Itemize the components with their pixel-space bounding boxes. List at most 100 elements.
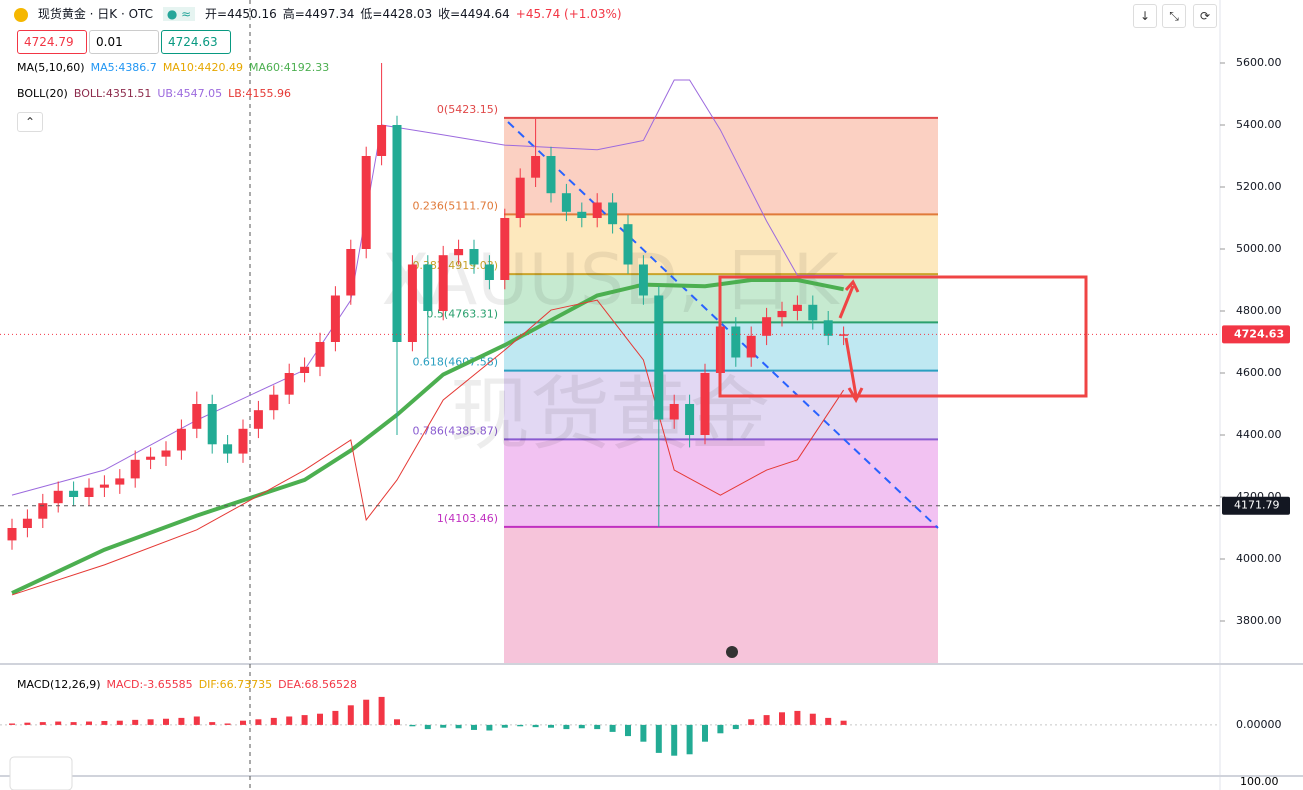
btn-collapse[interactable]: ⌃ [17,112,43,132]
macd-bar [147,719,154,725]
macd-bar [532,724,539,728]
candle-body [654,295,664,420]
btn-down[interactable]: ↓ [1133,4,1157,28]
candle-body [500,217,510,280]
fib-label: 0.236(5111.70) [412,199,498,212]
candle-body [546,155,556,194]
ohlc: 高=4497.34 [282,7,355,21]
macd-bar [655,724,662,753]
macd-bar [178,717,185,725]
candle-body [592,202,602,218]
macd-bar [794,710,801,725]
macd-bar [301,715,308,725]
candle-body [330,295,340,342]
candle-body [84,487,94,497]
label: BOLL:4351.51 [73,87,152,100]
candle-body [531,155,541,178]
candle-body [192,403,202,429]
candle-body [238,428,248,454]
indicator-line [11,277,844,595]
candle-body [161,450,171,457]
macd-bar [409,724,416,727]
indicator-line [11,299,845,596]
candle-body [53,490,63,504]
candle-body [561,193,571,212]
macd-bar [748,719,755,725]
fib-label: 0.786(4385.87) [412,424,498,437]
candle-body [253,410,263,429]
boll-legend: BOLL(20) BOLL:4351.51 UB:4547.05 LB:4155.96 [17,87,297,100]
event-marker[interactable] [726,646,738,658]
candle-body [361,155,371,249]
candle-body [377,124,387,156]
macd-bar [809,713,816,725]
macd-bar [486,724,493,731]
macd-bar [332,710,339,725]
candle-body [623,224,633,265]
candle-body [469,248,479,265]
macd-bar [363,699,370,725]
macd-bar [825,717,832,725]
trend-line [507,121,939,529]
candle-body [638,264,648,296]
candle-body [300,366,310,373]
label: MACD(12,26,9) [17,678,101,691]
label: MA10:4420.49 [162,61,244,74]
macd-bar [209,722,216,725]
macd-bar [347,705,354,725]
macd-bar [270,717,277,725]
quantity[interactable]: 0.01 [89,30,159,54]
y-tick-label: 3800.00 [1236,614,1282,627]
tool-panel[interactable] [9,756,73,790]
candle-body [284,372,294,395]
macd-bar [24,722,31,725]
y-tick-label: 5600.00 [1236,56,1282,69]
macd-bar [224,723,231,725]
macd-bar [578,724,585,729]
macd-bar [70,722,77,725]
crosshair-tag [1222,496,1290,515]
candle-body [207,403,217,445]
change: +45.74 (+1.03%) [515,7,622,21]
candle-body [423,264,433,311]
label: MACD:-3.65585 [106,678,193,691]
macd-bar [455,724,462,729]
fib-band [504,439,938,527]
macd-bar [55,721,62,725]
fib-band [504,117,938,215]
sell-price[interactable]: 4724.79 [17,30,87,54]
macd-bar [193,716,200,725]
candle-body [130,459,140,479]
macd-bar [625,724,631,737]
candle-body [808,304,818,321]
macd-bar [317,713,323,725]
label: MA60:4192.33 [249,61,330,74]
macd-legend: MACD(12,26,9) MACD:-3.65585 DIF:66.73735 DE… [17,678,363,691]
macd-bar [240,720,246,725]
macd-bar [394,719,400,725]
y-tick-label: 4000.00 [1236,552,1282,565]
candle-body [392,124,402,342]
candle-body [346,248,356,296]
btn-expand[interactable]: ⤡ [1162,4,1186,28]
candle-body [577,211,587,218]
y-tick-label: 4800.00 [1236,304,1282,317]
watermark: 现货黄金 [450,368,770,461]
status: ● ≈ [162,7,196,21]
label: DIF:66.73735 [198,678,273,691]
buy-price[interactable]: 4724.63 [161,30,231,54]
macd-bar [116,720,123,725]
candle-body [146,456,156,460]
ma-legend: MA(5,10,60) MA5:4386.7 MA10:4420.49 MA60:41… [17,61,335,74]
macd-bar [440,724,447,728]
y-tick-label: 4400.00 [1236,428,1282,441]
candle-body [823,320,833,336]
btn-refresh[interactable]: ⟳ [1193,4,1217,28]
candle-body [22,518,32,528]
arrow-up [838,279,860,319]
macd-bar [732,724,739,730]
candle-body [176,428,186,451]
candle-body [777,310,787,318]
macd-bar [424,724,431,730]
macd-bar [563,724,570,730]
